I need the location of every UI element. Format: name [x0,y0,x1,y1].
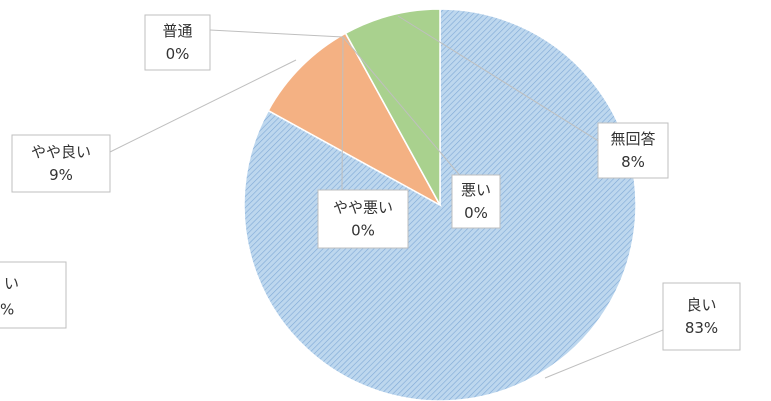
leader-line [109,59,297,153]
leader-line [342,36,463,179]
leader-lines [109,15,664,379]
leader-line [544,329,664,379]
value-label: 83% [685,319,718,337]
value-label: 8% [621,153,645,171]
category-label: 普通 [162,22,192,40]
value-label: 0% [166,45,190,63]
value-label: 0% [464,204,488,222]
leader-line [209,29,344,38]
label-box [451,174,501,229]
label-box [11,134,111,193]
pie-slice [267,32,442,207]
label-box [317,189,409,249]
cropped-label: % [0,301,14,319]
data-labels: 良い 83% やや良い 9% 普通 0% やや悪い 0% 悪い 0% 無回答 8% [11,14,741,351]
label-box [144,14,211,71]
pie-slice [344,8,441,206]
label-box [662,282,741,351]
value-label: 0% [351,222,375,240]
leader-line [397,15,601,143]
leader-line [341,36,344,191]
value-label: 9% [49,166,73,184]
category-label: 悪い [461,181,491,199]
cropped-label: い [4,275,19,293]
cropped-label-box [0,261,67,329]
category-label: やや悪い [333,199,393,217]
category-label: やや良い [31,143,91,161]
category-label: 無回答 [610,130,655,148]
pie [243,8,637,401]
label-box [597,122,669,179]
category-label: 良い [686,296,716,314]
